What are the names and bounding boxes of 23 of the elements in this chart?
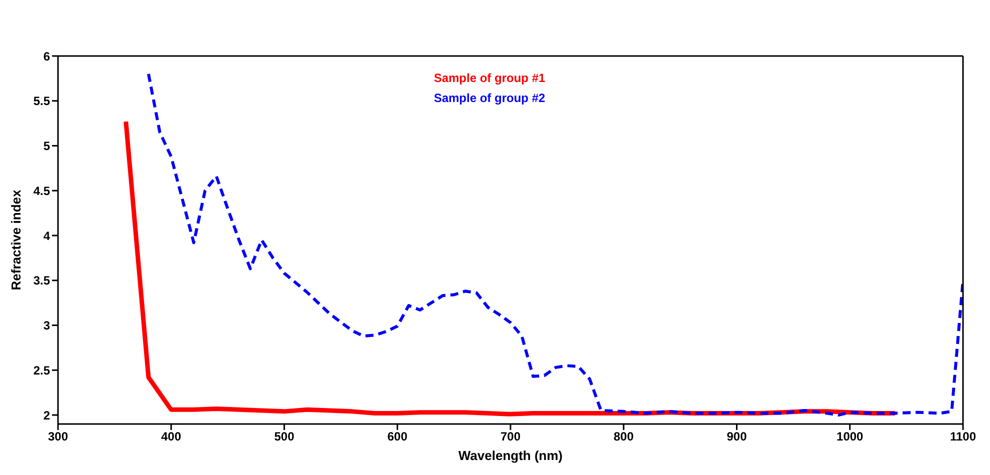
x-tick-label: 800 — [614, 430, 634, 444]
y-tick-label: 2.5 — [33, 363, 50, 378]
y-tick-label: 6 — [43, 49, 50, 64]
x-tick-label: 500 — [274, 430, 295, 444]
x-tick-label: 700 — [500, 430, 521, 444]
y-axis-title: Refractive index — [8, 189, 24, 290]
x-tick-label: 900 — [726, 430, 748, 444]
x-axis-title: Wavelength (nm) — [458, 448, 563, 463]
y-tick-label: 3 — [43, 318, 50, 333]
x-tick-label: 1100 — [950, 430, 976, 444]
x-tick-label: 300 — [48, 430, 68, 444]
y-tick-label: 4 — [43, 228, 50, 243]
x-tick-label: 600 — [387, 430, 408, 444]
y-tick-label: 4.5 — [33, 184, 50, 198]
y-tick-label: 5.5 — [33, 94, 50, 108]
y-tick-label: 5 — [43, 139, 50, 154]
x-tick-label: 1000 — [836, 430, 864, 444]
x-tick-label: 400 — [161, 430, 182, 444]
y-tick-label: 3.5 — [33, 274, 50, 288]
y-tick-label: 2 — [43, 408, 50, 422]
line-series — [147, 72, 963, 417]
text: Sample of group #2 — [434, 90, 546, 107]
text: Sample of group #1 — [434, 70, 546, 87]
